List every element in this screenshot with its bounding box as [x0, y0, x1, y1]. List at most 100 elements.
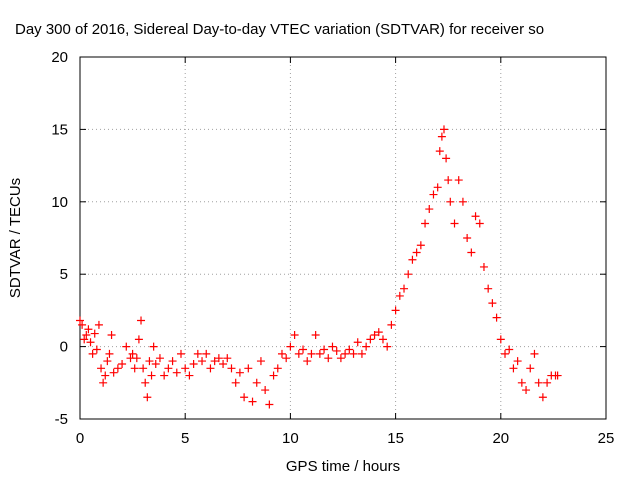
data-point-marker [391, 306, 400, 315]
data-point-marker [107, 331, 116, 340]
data-point-marker [437, 132, 446, 141]
x-tick-label: 25 [598, 430, 615, 447]
data-point-marker [235, 368, 244, 377]
data-point-marker [463, 234, 472, 242]
grid-lines [80, 57, 606, 419]
data-point-marker [92, 345, 101, 354]
data-point-marker [198, 357, 207, 366]
y-axis-title: SDTVAR / TECUs [7, 178, 24, 298]
y-tick-label: 5 [60, 266, 68, 283]
data-point-marker [90, 329, 99, 338]
data-point-marker [307, 349, 316, 358]
data-point-marker [353, 338, 362, 347]
y-tick-label: 10 [51, 194, 68, 211]
data-point-marker [122, 342, 131, 351]
data-point-marker [387, 320, 396, 329]
data-point-marker [362, 342, 371, 351]
data-point-marker [446, 197, 455, 206]
data-point-marker [378, 335, 387, 344]
data-point-marker [324, 354, 333, 363]
data-point-marker [164, 364, 173, 373]
y-tick-label: 20 [51, 49, 68, 66]
data-point-marker [408, 255, 417, 264]
data-point-marker [78, 320, 87, 329]
data-point-marker [256, 357, 265, 366]
data-point-marker [320, 345, 329, 354]
data-point-marker [160, 371, 169, 380]
data-point-marker [488, 299, 497, 308]
data-point-marker [522, 386, 531, 395]
data-point-marker [155, 354, 164, 363]
data-point-marker [332, 346, 341, 355]
y-tick-label: 0 [60, 339, 68, 356]
data-point-marker [475, 219, 484, 228]
x-tick-label: 20 [492, 430, 509, 447]
data-point-marker [530, 349, 539, 358]
data-point-marker [139, 364, 148, 373]
x-axis-title: GPS time / hours [286, 458, 400, 475]
data-point-marker [252, 378, 261, 387]
data-point-marker [113, 364, 122, 373]
data-point-marker [416, 241, 425, 250]
data-point-marker [134, 335, 143, 344]
data-point-marker [444, 176, 453, 185]
data-point-marker [109, 368, 118, 377]
data-point-marker [492, 313, 501, 322]
data-point-marker [513, 357, 522, 366]
data-point-marker [101, 371, 110, 380]
data-point-marker [526, 364, 535, 373]
data-point-marker [543, 378, 552, 387]
data-point-marker [282, 354, 291, 363]
data-point-marker [421, 219, 430, 228]
data-point-marker [538, 393, 547, 402]
data-point-marker [294, 349, 303, 358]
data-point-marker [395, 291, 404, 300]
data-point-marker [553, 371, 562, 380]
data-point-marker [172, 368, 181, 377]
data-point-marker [231, 378, 240, 387]
data-point-marker [269, 371, 278, 380]
plot-frame [79, 56, 607, 420]
data-point-marker [435, 147, 444, 156]
data-point-marker [328, 342, 337, 351]
data-point-marker [141, 378, 150, 387]
data-point-marker [137, 316, 146, 325]
data-point-marker [105, 349, 114, 358]
data-point-marker [151, 359, 160, 368]
data-point-marker [189, 359, 198, 368]
data-point-marker [534, 378, 543, 387]
data-point-marker [303, 357, 312, 366]
data-point-marker [517, 378, 526, 387]
data-point-marker [168, 357, 177, 366]
data-point-marker [128, 349, 137, 358]
data-point-marker [176, 349, 185, 358]
data-point-marker [450, 219, 459, 228]
data-point-marker [181, 364, 190, 373]
data-point-marker [84, 325, 93, 334]
data-points [76, 125, 562, 409]
y-tick-label: 15 [51, 121, 68, 138]
data-point-marker [206, 364, 215, 373]
data-point-marker [265, 400, 274, 409]
data-point-marker [143, 393, 152, 402]
data-point-marker [82, 331, 91, 340]
data-point-marker [341, 349, 350, 358]
data-point-marker [244, 364, 253, 373]
data-point-marker [374, 328, 383, 337]
chart-title: Day 300 of 2016, Sidereal Day-to-day VTE… [15, 21, 544, 38]
data-point-marker [149, 342, 158, 351]
data-point-marker [132, 354, 141, 363]
data-point-marker [185, 371, 194, 380]
x-tick-label: 10 [282, 430, 299, 447]
data-point-marker [336, 354, 345, 363]
data-point-marker [370, 331, 379, 340]
data-point-marker [315, 349, 324, 358]
data-point-marker [412, 248, 421, 257]
data-point-marker [86, 338, 95, 347]
data-point-marker [273, 364, 282, 373]
data-point-marker [479, 262, 488, 271]
data-point-marker [484, 284, 493, 293]
data-point-marker [299, 345, 308, 354]
axis-ticks: 0 5 10 15 20 25 -5 0 5 10 15 20 [51, 49, 614, 447]
